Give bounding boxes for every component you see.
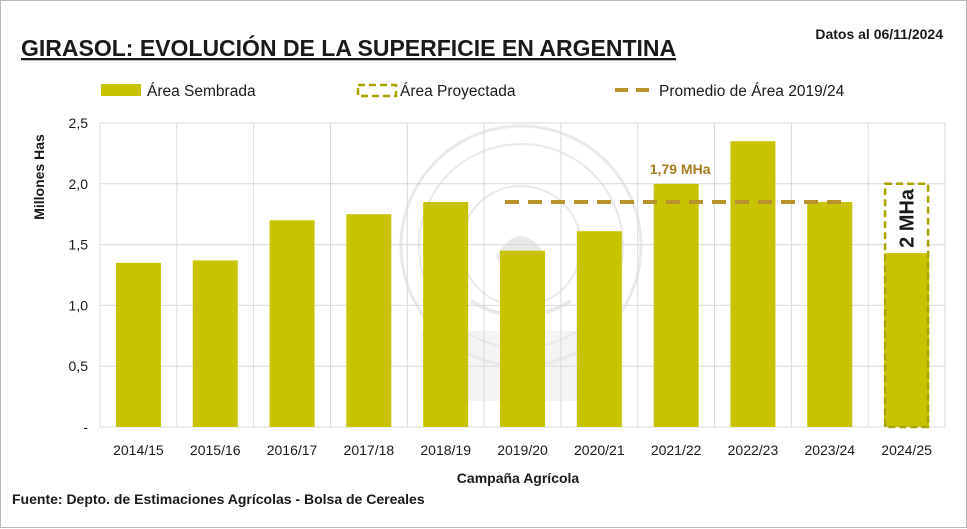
- y-tick-label: -: [83, 419, 88, 435]
- bar-area-sembrada: [730, 141, 776, 428]
- x-tick-label: 2021/22: [651, 442, 702, 458]
- x-axis-title: Campaña Agrícola: [457, 470, 580, 486]
- x-tick-label: 2022/23: [728, 442, 779, 458]
- x-tick-label: 2016/17: [267, 442, 318, 458]
- legend-label-sown: Área Sembrada: [147, 83, 256, 100]
- bar-area-sembrada: [423, 202, 469, 427]
- x-tick-label: 2014/15: [113, 442, 164, 458]
- legend-swatch-sown: [101, 84, 141, 96]
- chart-title: GIRASOL: EVOLUCIÓN DE LA SUPERFICIE EN A…: [21, 34, 676, 61]
- bar-area-sembrada: [500, 250, 545, 427]
- y-tick-labels: - 0,5 1,0 1,5 2,0 2,5: [69, 115, 89, 435]
- x-tick-label: 2023/24: [804, 442, 855, 458]
- x-tick-label: 2019/20: [497, 442, 548, 458]
- projected-label: 2 MHa: [897, 188, 919, 248]
- bars: [115, 141, 930, 428]
- x-tick-label: 2017/18: [344, 442, 395, 458]
- x-tick-label: 2018/19: [420, 442, 471, 458]
- bar-area-sembrada: [115, 262, 161, 427]
- y-tick-label: 1,5: [69, 237, 89, 253]
- bar-area-sembrada: [884, 253, 930, 427]
- y-tick-label: 0,5: [69, 358, 89, 374]
- bar-area-sembrada: [576, 231, 622, 427]
- x-tick-label: 2020/21: [574, 442, 625, 458]
- bar-area-sembrada: [346, 214, 392, 427]
- bar-area-sembrada: [807, 202, 853, 427]
- y-tick-label: 2,0: [69, 176, 89, 192]
- projected-label-bg: [887, 186, 927, 251]
- y-axis-title: Millones Has: [31, 134, 47, 220]
- legend-label-average: Promedio de Área 2019/24: [659, 83, 845, 100]
- x-tick-label: 2024/25: [881, 442, 932, 458]
- y-tick-label: 2,5: [69, 115, 89, 131]
- legend-label-projected: Área Proyectada: [400, 83, 516, 100]
- y-tick-label: 1,0: [69, 297, 89, 313]
- overlay: 1,79 MHa 2 MHa: [505, 161, 930, 429]
- bar-area-sembrada: [653, 183, 699, 427]
- legend: Área Sembrada Área Proyectada Promedio d…: [101, 83, 845, 100]
- legend-swatch-projected: [356, 83, 398, 98]
- bar-area-sembrada: [269, 220, 315, 427]
- x-tick-labels: 2014/15 2015/16 2016/17 2017/18 2018/19 2019/…: [113, 442, 932, 458]
- data-date: Datos al 06/11/2024: [815, 26, 943, 42]
- bar-area-sembrada: [192, 260, 238, 427]
- average-label: 1,79 MHa: [650, 161, 711, 177]
- source-note: Fuente: Depto. de Estimaciones Agrícolas…: [12, 491, 425, 507]
- x-tick-label: 2015/16: [190, 442, 241, 458]
